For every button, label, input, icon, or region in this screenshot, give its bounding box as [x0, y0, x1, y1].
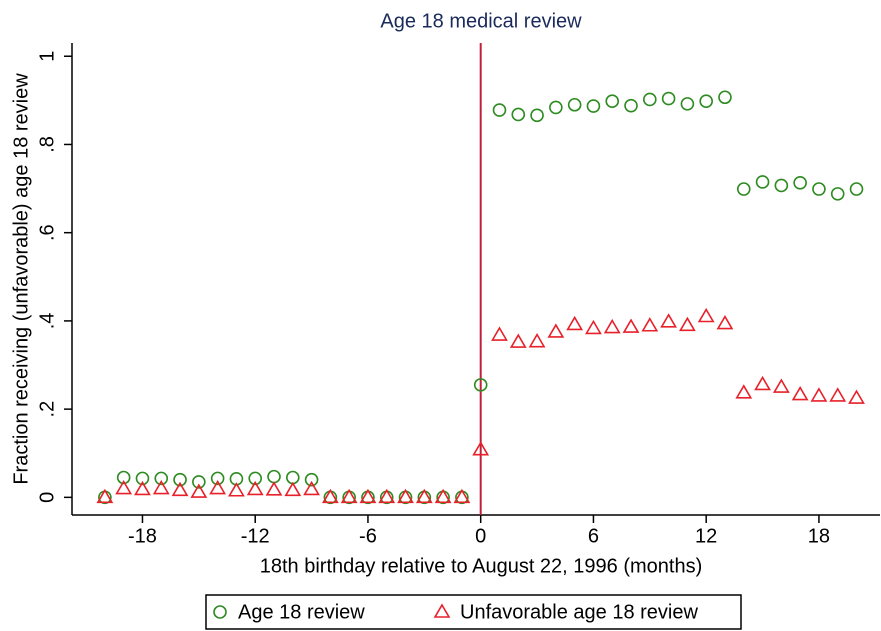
point — [304, 472, 319, 487]
point — [641, 317, 659, 332]
point — [267, 469, 281, 484]
x-tick-label: 6 — [588, 525, 599, 547]
y-tick-label: .2 — [36, 401, 58, 418]
point — [605, 94, 620, 109]
point — [830, 187, 845, 201]
point — [661, 91, 676, 106]
point — [321, 488, 339, 504]
point — [528, 333, 546, 348]
y-axis-title: Fraction receiving (unfavorable) age 18 … — [10, 73, 32, 485]
x-tick-label: -12 — [241, 525, 270, 547]
point — [849, 182, 864, 196]
point — [248, 471, 263, 486]
point — [699, 94, 713, 109]
point — [209, 479, 227, 495]
point — [415, 488, 433, 504]
point — [549, 100, 563, 115]
point — [735, 384, 753, 399]
point — [812, 182, 826, 196]
point — [585, 319, 602, 335]
legend-label: Unfavorable age 18 review — [460, 601, 698, 623]
point — [228, 482, 245, 497]
point — [135, 471, 150, 486]
x-tick-label: -18 — [128, 525, 157, 547]
point — [530, 108, 544, 123]
point — [192, 475, 206, 489]
legend-box — [205, 594, 742, 630]
point — [680, 97, 695, 111]
y-tick-label: 1 — [36, 51, 58, 62]
point — [624, 98, 638, 113]
point — [173, 472, 187, 487]
point — [566, 315, 584, 331]
point — [791, 385, 809, 401]
vline-label: Age 18 medical review — [380, 10, 582, 32]
point — [810, 387, 828, 402]
x-tick-label: 0 — [475, 525, 486, 547]
point — [265, 481, 283, 496]
point — [96, 488, 114, 504]
point — [303, 480, 320, 496]
point — [848, 389, 865, 404]
point — [754, 375, 771, 391]
y-tick-label: .6 — [36, 224, 58, 241]
point — [171, 481, 189, 497]
point — [603, 318, 621, 334]
point — [511, 107, 526, 122]
point — [718, 90, 732, 105]
y-tick-label: .8 — [36, 136, 58, 153]
legend-marker — [213, 605, 227, 619]
point — [547, 323, 565, 338]
point — [586, 99, 601, 113]
point — [473, 378, 488, 392]
point — [134, 480, 151, 496]
point — [359, 488, 377, 504]
x-tick-label: -6 — [359, 525, 377, 547]
point — [472, 441, 490, 456]
point — [567, 97, 582, 112]
point — [285, 470, 300, 485]
point — [453, 488, 471, 504]
point — [210, 471, 225, 486]
legend-label: Age 18 review — [238, 601, 365, 623]
point — [772, 378, 790, 393]
point — [793, 176, 807, 190]
point — [190, 483, 208, 498]
point — [284, 481, 302, 497]
x-axis-title: 18th birthday relative to August 22, 199… — [260, 555, 703, 577]
point — [622, 318, 640, 333]
point — [246, 480, 264, 496]
point — [152, 479, 170, 495]
point — [716, 314, 734, 330]
point — [491, 326, 508, 341]
point — [116, 470, 131, 485]
point — [340, 488, 358, 504]
point — [643, 92, 657, 107]
point — [679, 316, 696, 332]
y-tick-label: .4 — [36, 313, 58, 330]
x-tick-label: 12 — [695, 525, 717, 547]
point — [378, 488, 396, 504]
point — [115, 479, 133, 495]
point — [755, 175, 770, 189]
point — [660, 313, 677, 328]
point — [434, 488, 452, 504]
point — [829, 387, 847, 402]
legend-marker — [433, 603, 451, 618]
point — [397, 488, 414, 504]
point — [736, 182, 751, 196]
point — [154, 471, 169, 486]
point — [492, 103, 507, 117]
y-tick-label: 0 — [36, 492, 58, 503]
point — [509, 333, 527, 348]
x-tick-label: 18 — [808, 525, 830, 547]
point — [774, 178, 789, 193]
point — [697, 307, 715, 323]
